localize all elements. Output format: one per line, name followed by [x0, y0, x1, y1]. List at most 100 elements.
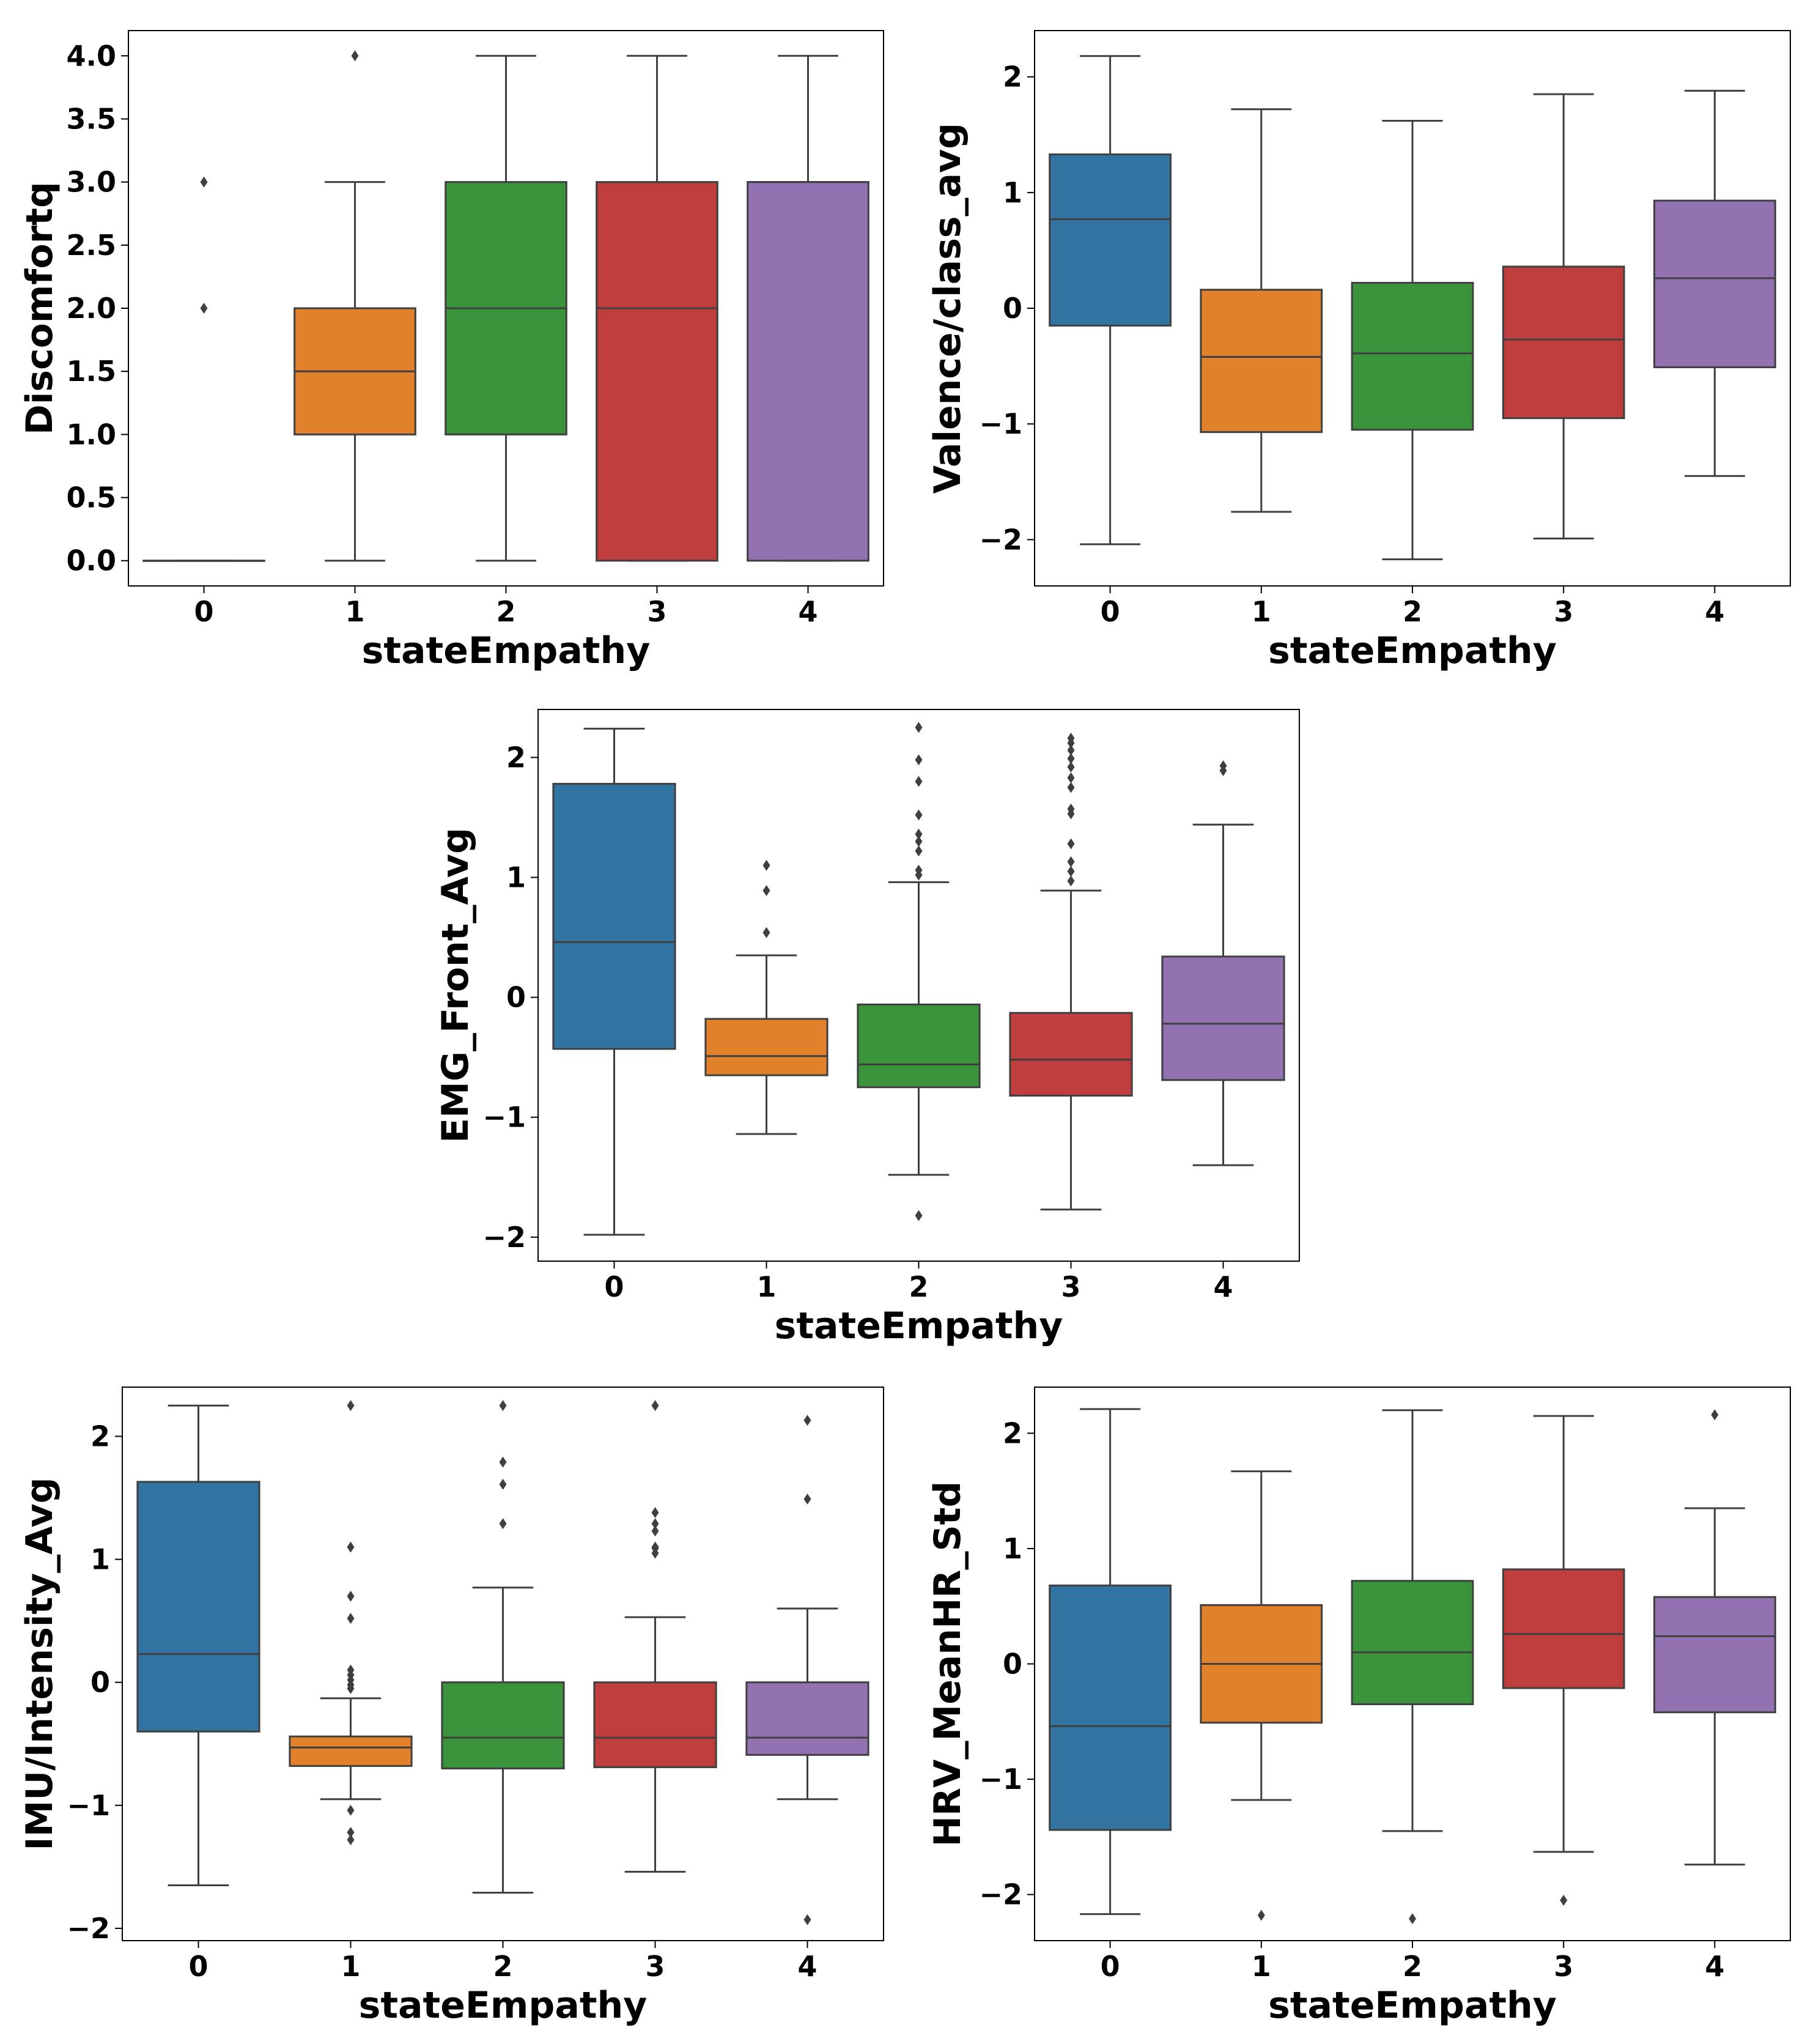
- outlier-point: [651, 1518, 659, 1530]
- y-tick-label: 4.0: [67, 39, 117, 72]
- outlier-point: [651, 1507, 659, 1519]
- y-tick-label: −2: [979, 1878, 1022, 1911]
- outlier-point: [347, 1664, 355, 1676]
- outlier-point: [1560, 1895, 1568, 1906]
- outlier-point: [347, 1590, 355, 1602]
- x-tick-label: 3: [1061, 1270, 1080, 1303]
- y-axis-label: IMU/Intensity_Avg: [18, 1477, 61, 1850]
- box-0: [552, 783, 676, 1050]
- x-tick-label: 2: [496, 595, 515, 628]
- box-0: [1049, 153, 1172, 327]
- outlier-point: [1067, 772, 1075, 783]
- box-group-4: [1653, 89, 1776, 477]
- outlier-point: [803, 1415, 811, 1426]
- outlier-point: [915, 809, 923, 821]
- box-group-2: [1351, 1409, 1474, 1925]
- outlier-point: [1067, 838, 1075, 850]
- outlier-point: [1067, 744, 1075, 756]
- box-0: [1049, 1584, 1172, 1831]
- x-tick-label: 3: [1554, 1950, 1573, 1983]
- outlier-point: [915, 828, 923, 840]
- outlier-point: [915, 835, 923, 847]
- x-tick-label: 2: [493, 1950, 512, 1983]
- box-3: [1502, 265, 1625, 420]
- y-tick-label: 2: [1003, 61, 1022, 94]
- outlier-point: [347, 1834, 355, 1846]
- y-tick-label: −2: [482, 1221, 526, 1254]
- box-1: [704, 1018, 829, 1076]
- box-group-1: [1200, 108, 1323, 513]
- outlier-point: [1409, 1913, 1416, 1925]
- box-4: [1653, 199, 1776, 368]
- y-tick-label: 1: [90, 1543, 110, 1576]
- y-tick-label: −2: [67, 1912, 110, 1945]
- y-tick-label: 1: [506, 861, 526, 894]
- box-group-2: [1351, 120, 1474, 560]
- panel-valence: −2 −1 0 1 2 0 1 2 3 4 stateEmpathy Valence/class_av…: [926, 30, 1791, 672]
- y-tick-label: −1: [979, 1763, 1022, 1796]
- box-group-1: [293, 50, 416, 562]
- box-2: [1351, 281, 1474, 431]
- y-tick-label: 0.0: [67, 544, 117, 577]
- outlier-point: [651, 1525, 659, 1537]
- box-3: [1009, 1012, 1133, 1097]
- y-tick-label: 2.5: [67, 229, 117, 262]
- outlier-point: [499, 1478, 507, 1490]
- outlier-point: [915, 864, 923, 876]
- y-tick-label: 2: [506, 741, 526, 774]
- x-tick-label: 2: [1403, 595, 1422, 628]
- y-axis-label: EMG_Front_Avg: [434, 828, 477, 1143]
- box-1: [289, 1735, 413, 1767]
- box-2: [857, 1003, 981, 1089]
- x-tick-label: 0: [194, 595, 213, 628]
- box-2: [1351, 1580, 1474, 1705]
- panel-discomfortq: 0.0 0.5 1.0 1.5 2.0 2.5 3.0 3.5 4.0 0 1 2 3 4 stateEmp…: [18, 30, 884, 672]
- box-3: [1502, 1568, 1625, 1689]
- x-tick-label: 4: [797, 1950, 817, 1983]
- x-tick-label: 1: [341, 1950, 360, 1983]
- outlier-point: [1067, 803, 1075, 815]
- outlier-point: [1067, 865, 1075, 877]
- y-tick-label: −1: [482, 1101, 526, 1134]
- box-group-3: [596, 54, 718, 562]
- x-tick-label: 0: [604, 1270, 624, 1303]
- box-group-3: [1009, 733, 1133, 1211]
- x-axis-label: stateEmpathy: [359, 1984, 648, 2027]
- y-tick-label: 2: [90, 1420, 110, 1453]
- x-tick-label: 4: [798, 595, 818, 628]
- box-group-1: [1200, 1470, 1323, 1921]
- panel-emg: −2 −1 0 1 2 0 1 2 3 4 stateEmpathy EMG_Front_Avg: [434, 709, 1300, 1347]
- outlier-point: [499, 1518, 507, 1530]
- outlier-point: [915, 776, 923, 787]
- outlier-point: [1257, 1909, 1265, 1921]
- outlier-point: [915, 722, 923, 733]
- outlier-point: [499, 1456, 507, 1468]
- y-tick-label: −1: [67, 1789, 110, 1822]
- box-group-0: [142, 176, 265, 562]
- outlier-point: [762, 885, 770, 897]
- y-tick-label: 2: [1003, 1416, 1022, 1450]
- box-group-4: [747, 54, 869, 562]
- box-group-3: [593, 1400, 717, 1873]
- x-tick-label: 2: [1403, 1950, 1422, 1983]
- box-1: [1200, 289, 1323, 433]
- outlier-point: [762, 859, 770, 871]
- y-axis-label: Discomfortq: [18, 182, 61, 435]
- outlier-point: [1067, 753, 1075, 765]
- box-group-3: [1502, 1415, 1625, 1906]
- box-group-3: [1502, 93, 1625, 539]
- y-tick-label: 3.5: [67, 102, 117, 135]
- outlier-point: [915, 754, 923, 766]
- x-tick-label: 1: [1252, 1950, 1271, 1983]
- outlier-point: [1067, 733, 1075, 744]
- x-tick-label: 3: [1554, 595, 1573, 628]
- x-tick-label: 3: [647, 595, 666, 628]
- box-0: [136, 1481, 260, 1733]
- outlier-point: [915, 845, 923, 857]
- outlier-point: [1067, 856, 1075, 868]
- y-tick-label: 0.5: [67, 481, 117, 514]
- x-axis-label: stateEmpathy: [1268, 1984, 1557, 2027]
- outlier-point: [347, 1400, 355, 1412]
- panel-imu: −2 −1 0 1 2 0 1 2 3 4 stateEmpathy IMU/Intensity_Av…: [18, 1387, 884, 2027]
